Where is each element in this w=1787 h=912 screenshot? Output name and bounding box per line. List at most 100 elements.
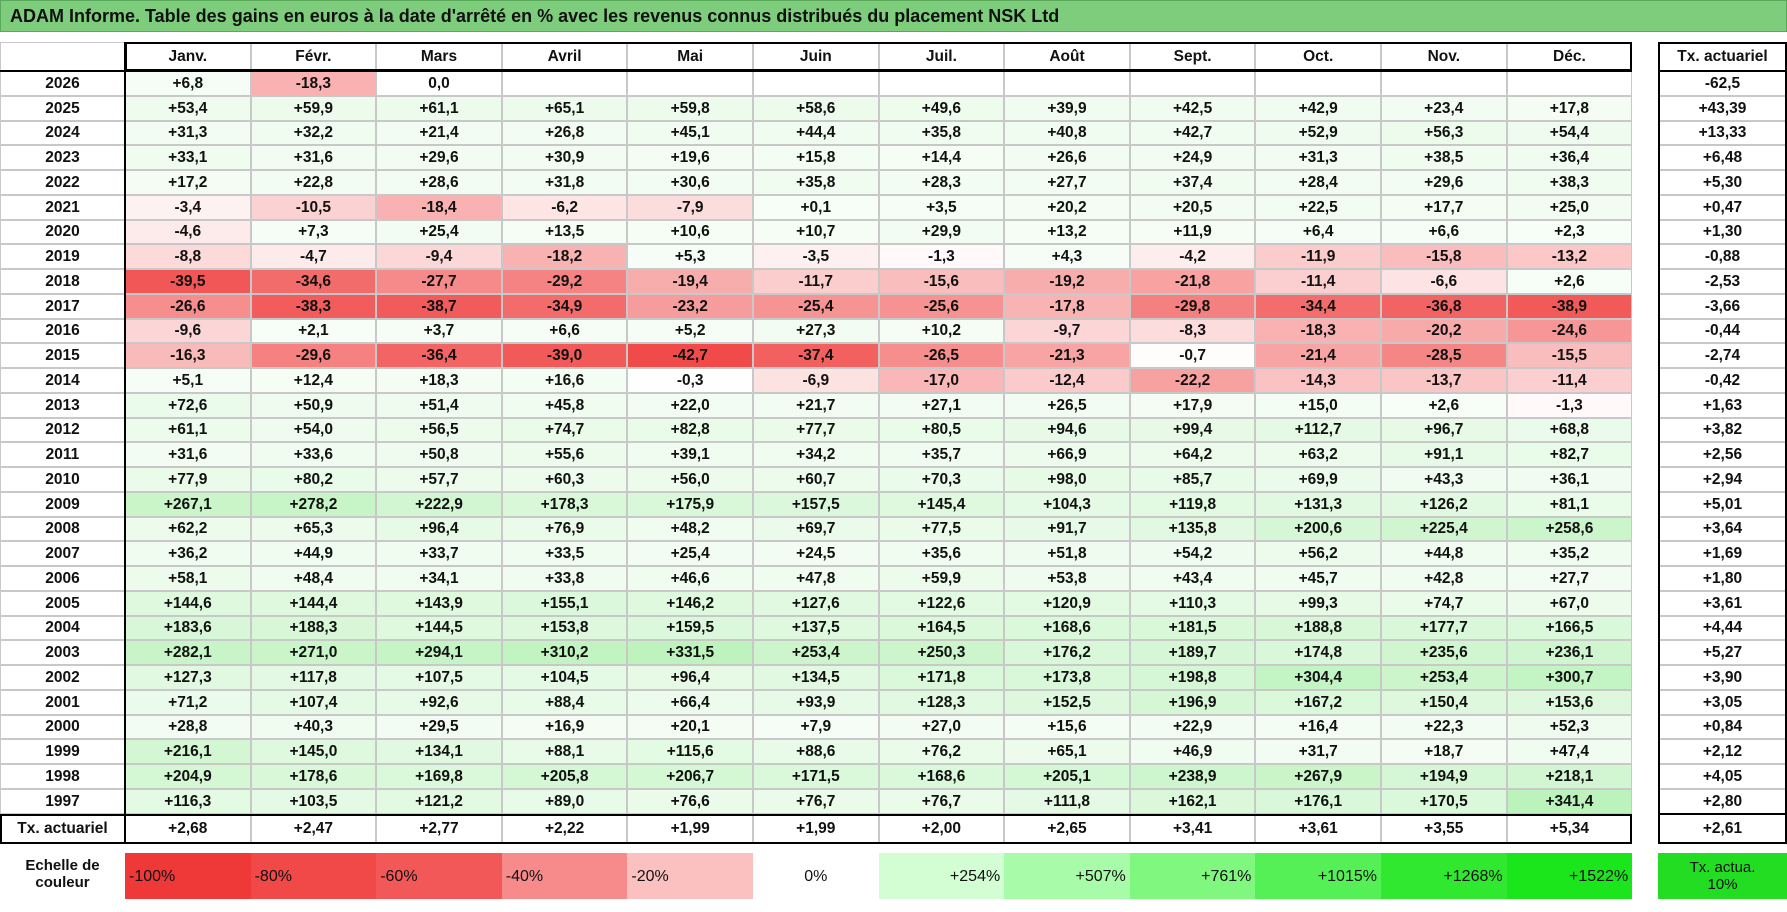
gain-cell: -10,5 (250, 194, 377, 220)
gain-cell: -25,4 (753, 293, 879, 319)
gain-cell: +174,8 (1255, 640, 1381, 665)
gain-cell: +44,8 (1381, 541, 1507, 566)
gain-cell: +103,5 (250, 788, 377, 814)
gain-cell: +35,7 (878, 442, 1005, 467)
gain-cell: -0,3 (627, 368, 753, 393)
gain-cell: +2,6 (1506, 269, 1633, 294)
gain-cell: -6,6 (1381, 269, 1507, 294)
footer-rate: +5,34 (1506, 813, 1633, 844)
gain-cell: +28,8 (125, 714, 251, 740)
gain-cell: +127,6 (753, 590, 879, 616)
gain-cell: -17,0 (878, 368, 1005, 393)
gain-cell: +205,8 (501, 764, 628, 789)
year-label: 2014 (0, 368, 125, 393)
gain-cell: +14,4 (878, 145, 1005, 170)
empty-cell (1129, 71, 1256, 96)
gain-cell: +66,9 (1004, 442, 1130, 467)
gain-cell: +58,6 (753, 95, 879, 121)
year-label: 2012 (0, 417, 125, 443)
gain-cell: +31,8 (501, 170, 628, 195)
gain-cell: +168,6 (878, 764, 1005, 789)
gain-cell: +122,6 (878, 590, 1005, 616)
gain-cell: +169,8 (376, 764, 502, 789)
rate-cell: +1,63 (1658, 392, 1787, 418)
gain-cell: +54,0 (250, 417, 377, 443)
empty-cell (627, 71, 753, 96)
gain-cell: +110,3 (1129, 590, 1256, 616)
gain-cell: +34,2 (753, 442, 879, 467)
rate-cell: -0,42 (1658, 368, 1787, 393)
gain-cell: +22,8 (250, 170, 377, 195)
gain-cell: +45,1 (627, 120, 753, 146)
year-label: 2015 (0, 343, 125, 368)
empty-cell (1506, 71, 1633, 96)
year-label: 2008 (0, 516, 125, 542)
scale-swatch: -40% (501, 853, 628, 899)
gain-cell: -36,4 (376, 343, 502, 368)
rate-cell: +4,44 (1658, 615, 1787, 641)
gain-cell: +38,3 (1506, 170, 1633, 195)
gain-cell: +50,8 (376, 442, 502, 467)
gain-cell: +46,6 (627, 566, 753, 591)
gain-cell: +278,2 (250, 491, 377, 517)
gain-cell: +152,5 (1004, 689, 1130, 715)
gain-cell: +121,2 (376, 788, 502, 814)
year-label: 2019 (0, 244, 125, 269)
gain-cell: +74,7 (501, 417, 628, 443)
gain-cell: +27,0 (878, 714, 1005, 740)
gain-cell: -0,7 (1129, 343, 1256, 368)
gain-cell: -26,5 (878, 343, 1005, 368)
gain-cell: +52,9 (1255, 120, 1381, 146)
gain-cell: -15,6 (878, 269, 1005, 294)
gain-cell: +42,8 (1381, 566, 1507, 591)
gain-cell: +176,2 (1004, 640, 1130, 665)
gain-cell: +77,7 (753, 417, 879, 443)
gain-cell: +145,0 (250, 739, 377, 764)
gain-cell: +81,1 (1506, 491, 1633, 517)
gain-cell: +206,7 (627, 764, 753, 789)
rate-cell: -2,53 (1658, 269, 1787, 294)
gain-cell: +51,8 (1004, 541, 1130, 566)
gain-cell: +253,4 (753, 640, 879, 665)
gain-cell: +64,2 (1129, 442, 1256, 467)
year-label: 2022 (0, 170, 125, 195)
gain-cell: -8,8 (125, 244, 251, 269)
gain-cell: +33,8 (501, 566, 628, 591)
gain-cell: +5,3 (627, 244, 753, 269)
gain-cell: +24,5 (753, 541, 879, 566)
gain-cell: -19,4 (627, 269, 753, 294)
footer-rate: +2,00 (878, 813, 1005, 844)
gain-cell: +77,5 (878, 516, 1005, 542)
gain-cell: +194,9 (1381, 764, 1507, 789)
gain-cell: +236,1 (1506, 640, 1633, 665)
gain-cell: +168,6 (1004, 615, 1130, 641)
gain-cell: +26,6 (1004, 145, 1130, 170)
gain-cell: -34,4 (1255, 293, 1381, 319)
gain-cell: +271,0 (250, 640, 377, 665)
gain-cell: +17,8 (1506, 95, 1633, 121)
gain-cell: +27,7 (1004, 170, 1130, 195)
gain-cell: -34,9 (501, 293, 628, 319)
gain-cell: +47,4 (1506, 739, 1633, 764)
gain-cell: +96,7 (1381, 417, 1507, 443)
gain-cell: +31,6 (250, 145, 377, 170)
gain-cell: +183,6 (125, 615, 251, 641)
gain-cell: -12,4 (1004, 368, 1130, 393)
gain-cell: +135,8 (1129, 516, 1256, 542)
gain-cell: +22,0 (627, 392, 753, 418)
gain-cell: +35,6 (878, 541, 1005, 566)
rate-cell: +5,27 (1658, 640, 1787, 665)
gain-cell: -42,7 (627, 343, 753, 368)
gain-cell: +294,1 (376, 640, 502, 665)
gain-cell: +88,1 (501, 739, 628, 764)
gain-cell: +267,9 (1255, 764, 1381, 789)
gain-cell: +137,5 (753, 615, 879, 641)
footer-rate: +2,68 (125, 813, 251, 844)
column-header: Juin (753, 42, 879, 71)
gain-cell: +36,2 (125, 541, 251, 566)
gain-cell: +10,2 (878, 318, 1005, 344)
gain-cell: +98,0 (1004, 467, 1130, 492)
year-label: 1999 (0, 739, 125, 764)
gain-cell: +258,6 (1506, 516, 1633, 542)
footer-rate: +3,41 (1129, 813, 1256, 844)
